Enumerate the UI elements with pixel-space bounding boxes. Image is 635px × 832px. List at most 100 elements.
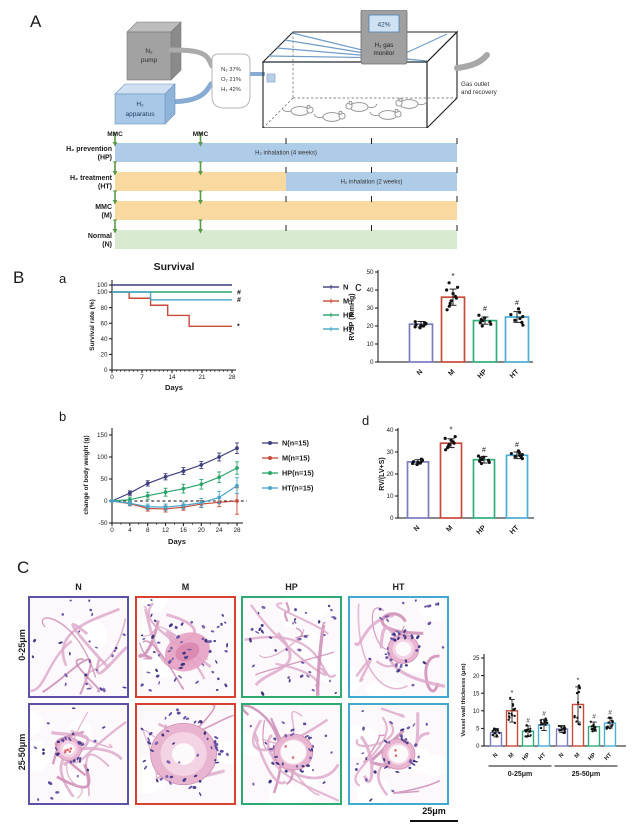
- mouse-4: [369, 108, 402, 120]
- timeline-row-label: Normal: [88, 233, 112, 240]
- svg-text:12: 12: [162, 527, 170, 534]
- category-label: M: [574, 752, 582, 760]
- sig-symbol: *: [577, 678, 580, 685]
- h2-gas-monitor: 42% H₂ gas monitor: [360, 10, 408, 65]
- histology-col-label-m: M: [181, 582, 190, 592]
- monitor-reading: 42%: [377, 22, 390, 29]
- exposure-chamber: [261, 30, 459, 128]
- legend-label: M(n=15): [282, 454, 310, 463]
- legend-label: M: [343, 297, 349, 306]
- mouse-5: [395, 97, 428, 109]
- timeline-bar: [115, 143, 457, 162]
- sig-symbol: #: [237, 297, 241, 304]
- category-label: HT: [509, 368, 521, 380]
- y-axis-label: RV/(LV+S): [379, 457, 386, 490]
- svg-text:100: 100: [97, 282, 108, 289]
- n2-tube: [168, 47, 215, 69]
- histology-image: [137, 598, 234, 696]
- gas-mix-o2: O₂ 21%: [221, 77, 241, 83]
- svg-text:0: 0: [370, 359, 374, 366]
- svg-text:30: 30: [386, 449, 394, 456]
- sig-symbol: #: [515, 300, 519, 307]
- survival-line-M: [112, 291, 232, 328]
- subpanel-c-label: c: [355, 279, 362, 294]
- y-axis-label: Survival rate (%): [89, 299, 96, 351]
- svg-text:0: 0: [110, 527, 114, 534]
- svg-text:50: 50: [100, 476, 108, 483]
- histology-image: [30, 705, 127, 803]
- gas-exposure-apparatus-diagram: N₂ pump H₂ apparatus N₂ 37% O₂ 21% H₂ 42…: [114, 10, 498, 128]
- outlet-label-line2: and recovery: [461, 89, 498, 96]
- histology-tile-HP-25-50μm: [241, 703, 342, 805]
- chart-title: Survival: [154, 261, 195, 273]
- histology-col-label-ht: HT: [392, 582, 405, 592]
- mouse-1: [281, 104, 314, 116]
- monitor-label-line2: monitor: [374, 50, 395, 57]
- svg-text:5: 5: [476, 727, 480, 733]
- legend-label: HP: [343, 311, 353, 320]
- bar-M: [439, 442, 463, 519]
- sig-symbol: #: [542, 711, 546, 718]
- category-label: HP: [587, 752, 597, 762]
- histology-row-label-25-50: 25-50μm: [17, 733, 27, 771]
- category-label: M: [508, 752, 516, 760]
- timeline-bar: [115, 172, 286, 191]
- panel-c-label: C: [17, 558, 30, 577]
- svg-text:-50: -50: [98, 520, 108, 527]
- injection-arrow: [198, 142, 203, 147]
- timeline-row-label: (HT): [98, 184, 112, 191]
- category-label: HP: [477, 368, 489, 380]
- sig-symbol: #: [482, 447, 486, 454]
- timeline-row-label: MMC: [95, 204, 112, 211]
- y-axis-label: RVSP (mmHg): [349, 293, 356, 340]
- subpanel-d-label: d: [362, 413, 370, 428]
- vessel-wall-thickness-chart: 0 5 10 15 20 25 Vessel wall thickness (μm) N * M #…: [461, 654, 626, 778]
- svg-text:10: 10: [473, 709, 480, 715]
- injection-arrow: [112, 142, 118, 147]
- h2-apparatus-label-line1: H₂: [136, 101, 144, 108]
- timeline-bar-text: H₂ inhalation (4 weeks): [255, 151, 317, 157]
- category-label: N: [492, 752, 499, 759]
- histology-image: [137, 705, 234, 803]
- mouse-2: [313, 110, 346, 122]
- bar-M: [440, 296, 466, 363]
- svg-text:40: 40: [366, 287, 374, 294]
- gas-outlet-tube: [454, 52, 490, 71]
- sig-symbol: *: [451, 272, 454, 281]
- svg-text:0: 0: [390, 515, 394, 522]
- legend-label: HT: [343, 325, 353, 334]
- category-label: N: [558, 752, 565, 759]
- injection-arrow: [198, 200, 203, 205]
- n2-pump-box: N₂ pump: [126, 21, 182, 81]
- group-label: 0-25μm: [508, 771, 533, 778]
- legend-label: N(n=15): [282, 439, 310, 448]
- gas-mix-n2: N₂ 37%: [221, 67, 241, 73]
- timeline-bar: [286, 172, 457, 191]
- chamber-lid-lines: [263, 32, 448, 63]
- sig-symbol: #: [483, 306, 487, 313]
- category-label: M: [447, 368, 456, 377]
- histology-image: [350, 705, 447, 803]
- category-label: HP: [521, 752, 531, 762]
- sig-symbol: #: [237, 289, 241, 296]
- bar-HT: [505, 454, 529, 519]
- monitor-label-line1: H₂ gas: [375, 42, 394, 49]
- sig-symbol: #: [592, 714, 596, 721]
- panel-a-label: A: [30, 12, 42, 31]
- bar-N: [408, 323, 434, 363]
- outlet-label-line1: Gas outlet: [461, 81, 489, 88]
- survival-line-HT: [112, 291, 232, 301]
- svg-text:80: 80: [100, 305, 108, 312]
- bar-HP: [472, 319, 498, 363]
- timeline-bar: [115, 201, 457, 220]
- histology-image: [350, 598, 447, 696]
- x-axis-label: Days: [168, 537, 186, 546]
- svg-text:20: 20: [473, 674, 480, 680]
- svg-text:40: 40: [100, 336, 108, 343]
- histology-col-label-hp: HP: [285, 582, 298, 592]
- rv-lvs-bar-chart: 0 10 20 30 40 RV/(LV+S) N * M # HP # HT: [379, 426, 534, 536]
- injection-arrow: [112, 229, 118, 234]
- timeline-row-label: H₂ prevention: [66, 146, 112, 153]
- weight-line-3: [111, 485, 238, 508]
